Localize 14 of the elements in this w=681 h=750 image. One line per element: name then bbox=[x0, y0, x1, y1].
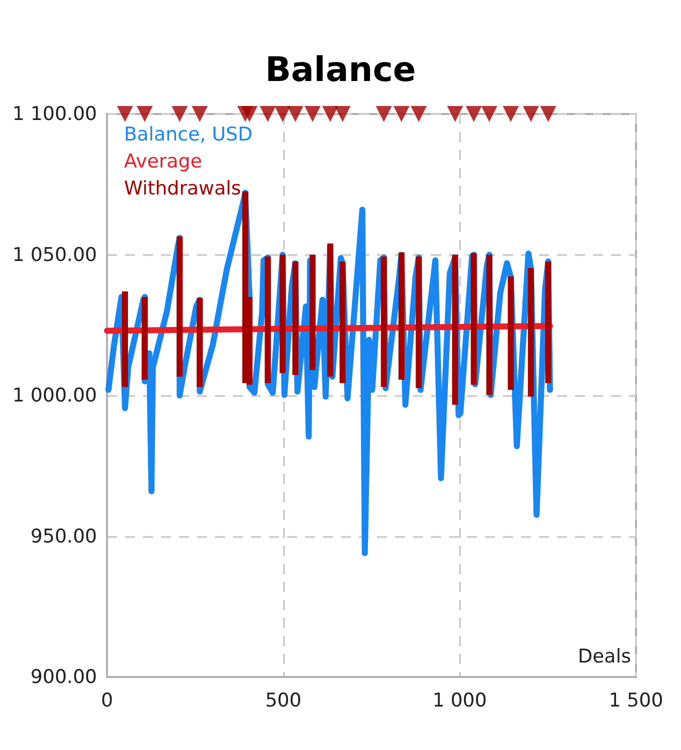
chart-title: Balance bbox=[265, 50, 416, 90]
y-tick-label: 1 050.00 bbox=[12, 244, 97, 266]
text: Average bbox=[124, 150, 202, 172]
x-tick-label: 500 bbox=[265, 690, 302, 712]
y-tick-label: 950.00 bbox=[30, 525, 97, 548]
y-tick-label: 900.00 bbox=[30, 666, 97, 688]
y-tick-label: 1 100.00 bbox=[12, 103, 97, 125]
y-tick-label: 1 000.00 bbox=[12, 384, 97, 406]
x-tick-label: 1 500 bbox=[608, 690, 664, 712]
x-axis-title: Deals bbox=[578, 646, 631, 668]
x-tick-label: 1 000 bbox=[432, 690, 487, 712]
x-tick-label: 0 bbox=[100, 690, 114, 712]
text: Balance, USD bbox=[124, 124, 252, 146]
series-label: Withdrawals bbox=[124, 178, 242, 200]
